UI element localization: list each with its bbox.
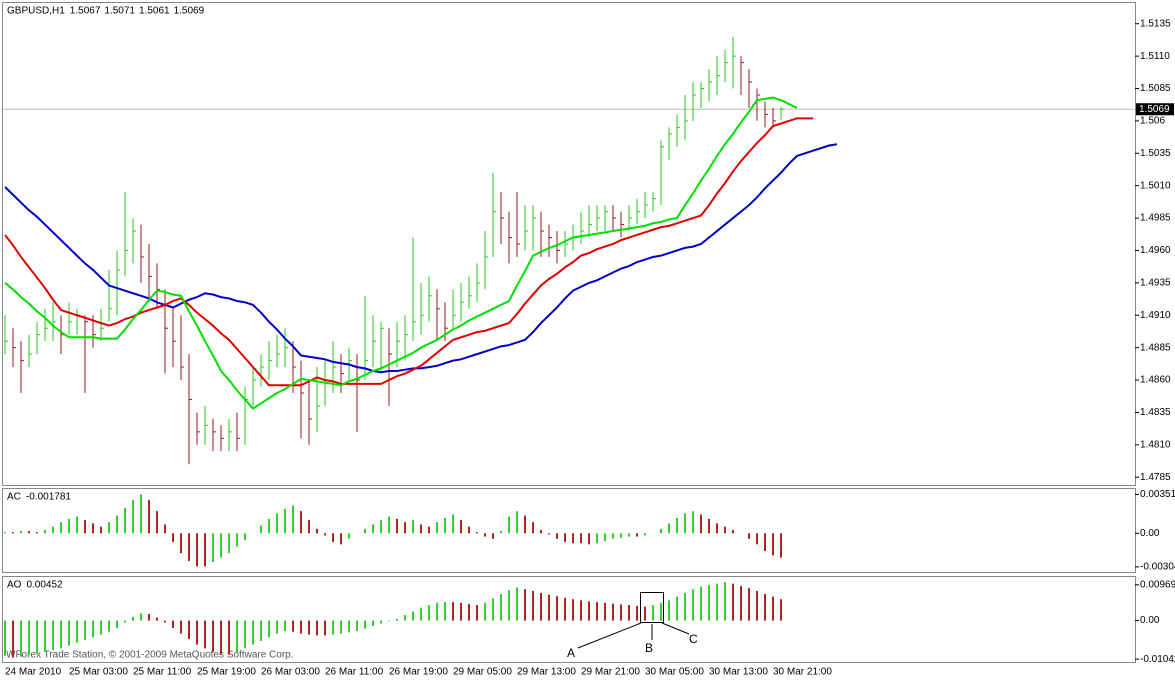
y-tick-label: 1.4835 [1140, 407, 1171, 418]
x-tick-label: 29 Mar 13:00 [517, 667, 576, 678]
alligator-line [4, 143, 838, 374]
y-tick-label: 1.4810 [1140, 439, 1171, 450]
main-panel [2, 2, 1136, 486]
annotation: B [645, 641, 653, 655]
y-tick-label: 1.5110 [1140, 51, 1170, 62]
panel-title: AO [7, 580, 22, 591]
y-tick-label: 0.00 [1140, 528, 1160, 539]
x-tick-label: 25 Mar 11:00 [133, 667, 192, 678]
x-tick-label: 26 Mar 19:00 [389, 667, 448, 678]
y-tick-label: 0.00351 [1140, 489, 1175, 500]
y-tick-label: 1.4860 [1140, 375, 1171, 386]
panel-title: AC [7, 492, 21, 503]
alligator-line [4, 96, 798, 410]
y-tick-label: 1.5035 [1140, 148, 1171, 159]
y-tick-label: 1.4985 [1140, 213, 1171, 224]
x-tick-label: 30 Mar 13:00 [709, 667, 768, 678]
panel-title: GBPUSD,H1 [7, 6, 65, 17]
y-tick-label: 1.4935 [1140, 278, 1171, 289]
y-tick-label: 1.4785 [1140, 472, 1171, 483]
current-price-label: 1.5069 [1139, 104, 1170, 115]
y-tick-label: 1.4910 [1140, 310, 1171, 321]
y-tick-label: 1.506 [1140, 116, 1165, 127]
x-tick-label: 26 Mar 11:00 [325, 667, 384, 678]
footer: WForex Trade Station, © 2001-2009 MetaQu… [6, 650, 294, 661]
y-tick-label: 1.4885 [1140, 342, 1171, 353]
header-value: 0.00452 [26, 580, 63, 591]
y-tick-label: 1.5085 [1140, 83, 1171, 94]
y-tick-label: 0.00969 [1140, 579, 1175, 590]
x-tick-label: 30 Mar 21:00 [773, 667, 832, 678]
y-tick-label: 1.5135 [1140, 18, 1171, 29]
annotation: A [567, 646, 575, 660]
alligator-line [4, 117, 813, 387]
arrow [661, 622, 690, 635]
x-tick-label: 25 Mar 19:00 [197, 667, 256, 678]
x-tick-label: 24 Mar 2010 [5, 667, 62, 678]
highlight-box [640, 592, 664, 623]
x-tick-label: 29 Mar 21:00 [581, 667, 640, 678]
y-tick-label: -0.00304 [1140, 562, 1175, 573]
x-tick-label: 26 Mar 03:00 [261, 667, 320, 678]
x-tick-label: 25 Mar 03:00 [69, 667, 128, 678]
ac-panel [2, 488, 1136, 573]
y-tick-label: -0.01042 [1140, 654, 1175, 665]
header-value: -0.001781 [26, 492, 71, 503]
current-price-box [1136, 103, 1174, 116]
header-value: 1.5069 [174, 6, 205, 17]
header-value: 1.5071 [104, 6, 135, 17]
y-tick-label: 1.5010 [1140, 180, 1171, 191]
ao-panel [2, 576, 1136, 663]
header-value: 1.5067 [70, 6, 101, 17]
y-tick-label: 0.00 [1140, 615, 1160, 626]
x-tick-label: 30 Mar 05:00 [645, 667, 704, 678]
annotation: C [689, 632, 698, 646]
y-tick-label: 1.4960 [1140, 245, 1171, 256]
x-tick-label: 29 Mar 05:00 [453, 667, 512, 678]
arrow [577, 622, 642, 649]
header-value: 1.5061 [139, 6, 170, 17]
